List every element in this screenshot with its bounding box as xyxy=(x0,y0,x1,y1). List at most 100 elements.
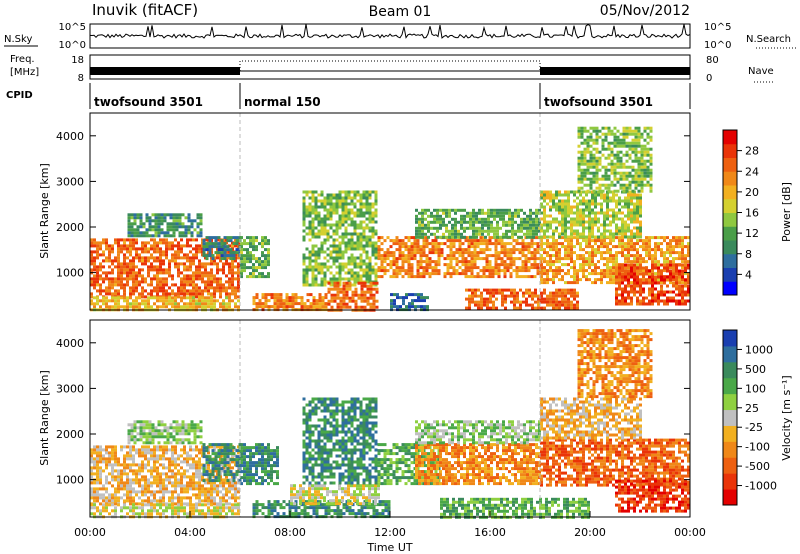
data-cell xyxy=(329,235,333,239)
data-cell xyxy=(416,248,420,252)
data-cell xyxy=(311,283,315,287)
data-cell xyxy=(114,292,117,296)
data-cell xyxy=(102,241,105,245)
data-cell xyxy=(183,280,186,284)
data-cell xyxy=(168,247,171,251)
data-cell xyxy=(208,242,212,246)
data-cell xyxy=(470,266,474,270)
data-cell xyxy=(240,248,243,252)
data-cell xyxy=(320,271,324,275)
data-cell xyxy=(407,236,411,240)
data-cell xyxy=(362,226,366,230)
data-cell xyxy=(302,208,306,212)
data-cell xyxy=(643,165,647,169)
data-cell xyxy=(622,153,626,157)
data-cell xyxy=(225,280,228,284)
data-cell xyxy=(374,250,378,254)
data-cell xyxy=(621,293,624,297)
data-cell xyxy=(93,296,96,300)
data-cell xyxy=(606,214,609,218)
data-cell xyxy=(520,235,523,239)
data-cell xyxy=(216,286,219,290)
data-cell xyxy=(675,245,678,249)
data-cell xyxy=(392,263,396,267)
data-cell xyxy=(401,251,405,255)
data-cell xyxy=(520,223,523,227)
data-cell xyxy=(646,174,650,178)
data-cell xyxy=(491,272,495,276)
data-cell xyxy=(646,159,650,163)
data-cell xyxy=(648,242,651,246)
data-cell xyxy=(374,202,378,206)
data-cell xyxy=(175,228,179,232)
data-cell xyxy=(159,268,162,272)
data-cell xyxy=(552,232,555,236)
data-cell xyxy=(156,277,159,281)
data-cell xyxy=(180,280,183,284)
data-cell xyxy=(211,257,215,261)
data-cell xyxy=(501,291,504,295)
data-cell xyxy=(628,156,632,160)
data-cell xyxy=(615,199,618,203)
data-cell xyxy=(615,266,618,270)
data-cell xyxy=(606,248,609,252)
data-cell xyxy=(648,269,651,273)
data-cell xyxy=(526,214,529,218)
data-cell xyxy=(302,199,306,203)
data-cell xyxy=(105,463,108,467)
data-cell xyxy=(678,254,681,258)
data-cell xyxy=(622,183,626,187)
data-cell xyxy=(369,296,373,300)
data-cell xyxy=(186,292,189,296)
data-cell xyxy=(371,268,375,272)
data-cell xyxy=(419,257,423,261)
data-cell xyxy=(561,226,564,230)
data-cell xyxy=(261,245,264,249)
data-cell xyxy=(308,250,312,254)
data-cell xyxy=(335,202,339,206)
data-cell xyxy=(636,251,639,255)
data-cell xyxy=(222,262,225,266)
data-cell xyxy=(255,305,259,309)
data-cell xyxy=(517,226,520,230)
data-cell xyxy=(594,217,597,221)
data-cell xyxy=(341,208,345,212)
data-cell xyxy=(347,259,351,263)
data-cell xyxy=(126,296,129,300)
data-cell xyxy=(425,266,429,270)
data-cell xyxy=(451,208,454,212)
data-cell xyxy=(204,283,207,287)
data-cell xyxy=(335,244,339,248)
data-cell xyxy=(428,266,432,270)
data-cell xyxy=(645,302,648,306)
data-cell xyxy=(243,263,246,267)
data-cell xyxy=(136,228,140,232)
freq-label-1: Freq. xyxy=(10,54,35,65)
data-cell xyxy=(591,217,594,221)
data-cell xyxy=(585,205,588,209)
data-cell xyxy=(636,281,639,285)
data-cell xyxy=(111,280,114,284)
data-cell xyxy=(455,263,459,267)
data-cell xyxy=(577,156,581,160)
data-cell xyxy=(663,269,666,273)
data-cell xyxy=(333,293,337,297)
data-cell xyxy=(576,223,579,227)
data-cell xyxy=(114,487,117,491)
data-cell xyxy=(570,257,573,261)
data-cell xyxy=(314,283,318,287)
data-cell xyxy=(425,257,429,261)
data-cell xyxy=(666,236,669,240)
data-cell xyxy=(288,302,292,306)
data-cell xyxy=(624,302,627,306)
data-cell xyxy=(591,235,594,239)
data-cell xyxy=(646,153,650,157)
data-cell xyxy=(288,299,292,303)
data-cell xyxy=(580,126,584,130)
data-cell xyxy=(407,239,411,243)
data-cell xyxy=(368,262,372,266)
data-cell xyxy=(162,286,165,290)
data-cell xyxy=(681,281,684,285)
data-cell xyxy=(613,168,617,172)
